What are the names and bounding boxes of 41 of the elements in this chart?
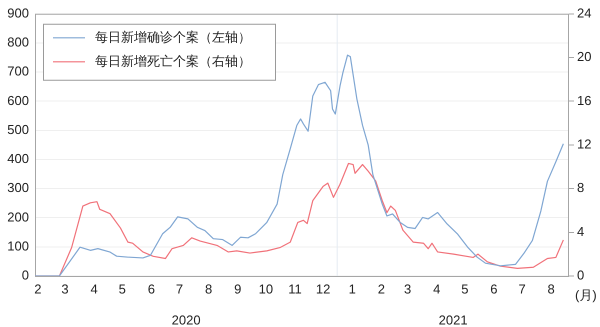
x-tick-label: 3 (61, 281, 69, 296)
y2-tick-label: 4 (577, 224, 584, 239)
x-tick-label: 1 (348, 281, 356, 296)
x-tick-label: 6 (490, 281, 498, 296)
x-axis-title: (月) (575, 288, 597, 303)
y2-tick-label: 8 (577, 180, 584, 196)
x-tick-label: 5 (118, 281, 126, 296)
x-tick-label: 2 (378, 281, 385, 296)
x-tick-label: 4 (433, 281, 440, 296)
x-tick-label: 3 (404, 281, 412, 296)
x-tick-label: 10 (258, 281, 274, 296)
legend-label: 每日新增确诊个案（左轴） (95, 29, 251, 44)
x-tick-label: 9 (234, 281, 242, 296)
x-tick-label: 11 (288, 281, 302, 296)
y2-tick-label: 20 (577, 49, 592, 64)
y-tick-label: 200 (7, 209, 29, 224)
y-tick-label: 900 (7, 5, 29, 20)
x-tick-label: 6 (148, 281, 155, 296)
x-tick-label: 2 (34, 281, 42, 296)
y2-tick-label: 0 (577, 268, 584, 283)
y2-tick-label: 12 (577, 136, 592, 152)
x-tick-label: 4 (90, 281, 98, 296)
y-tick-label: 300 (7, 180, 29, 196)
x-tick-label: 12 (316, 281, 330, 296)
text: 2020 (172, 312, 201, 327)
x-tick-label: 7 (518, 281, 526, 296)
x-tick-label: 8 (205, 281, 212, 296)
x-tick-label: 8 (548, 281, 555, 296)
x-tick-label: 7 (176, 281, 184, 296)
y-tick-label: 600 (7, 92, 29, 108)
y-tick-label: 800 (7, 34, 29, 50)
y2-tick-label: 16 (577, 92, 592, 108)
y2-tick-label: 24 (577, 5, 592, 20)
y-tick-label: 700 (7, 64, 29, 79)
legend-label: 每日新增死亡个案（右轴） (95, 53, 251, 68)
y-tick-label: 500 (7, 122, 29, 137)
x-tick-label: 5 (461, 281, 468, 296)
y-tick-label: 400 (7, 151, 29, 166)
y-tick-label: 100 (7, 238, 29, 254)
y-tick-label: 0 (22, 268, 29, 283)
text: 2021 (438, 312, 468, 327)
